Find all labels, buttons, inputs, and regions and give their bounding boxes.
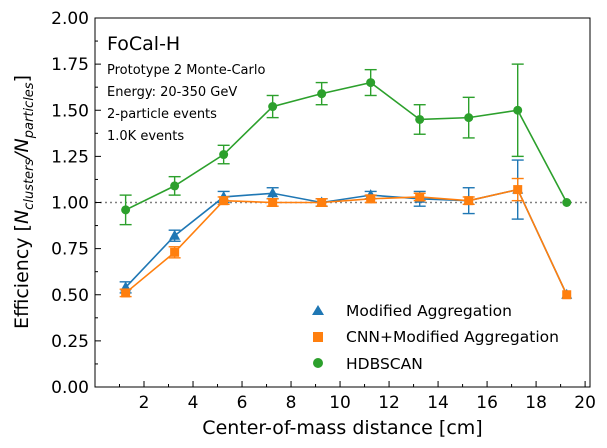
data-point: [464, 196, 474, 206]
x-tick-label: 12: [378, 393, 400, 413]
series-square: [119, 177, 572, 300]
x-tick-label: 8: [286, 393, 297, 413]
x-tick-label: 20: [574, 393, 596, 413]
data-point: [317, 89, 327, 99]
data-point: [121, 205, 131, 215]
y-axis-label-den-sub: particles: [22, 82, 37, 139]
plot-area: [95, 18, 590, 387]
annotation-line: 2-particle events: [107, 107, 217, 122]
x-ticks: 2 4 6 8 10 12 14 16 18 20: [119, 381, 596, 413]
data-point: [513, 105, 523, 115]
annotation-line: 1.0K events: [107, 129, 184, 144]
data-point: [219, 150, 229, 160]
annotation-line: Energy: 20-350 GeV: [107, 85, 237, 100]
data-point: [415, 114, 425, 124]
data-point: [464, 113, 474, 123]
x-axis-label: Center-of-mass distance [cm]: [202, 417, 482, 439]
data-point: [267, 187, 279, 198]
legend-label: CNN+Modified Aggregation: [346, 328, 559, 346]
annotation-line: Prototype 2 Monte-Carlo: [107, 63, 265, 78]
series-layer: [119, 63, 573, 300]
x-tick-label: 14: [427, 393, 449, 413]
y-axis-label-num: N: [11, 210, 33, 224]
data-point: [366, 194, 376, 204]
x-tick-label: 18: [525, 393, 547, 413]
y-axis-label: Efficiency [Nclusters/Nparticles]: [11, 75, 37, 329]
series-line: [125, 188, 568, 296]
x-tick-label: 4: [188, 393, 199, 413]
legend-marker-square: [313, 332, 323, 342]
data-point: [513, 185, 523, 195]
y-tick-label: 0.00: [51, 378, 89, 398]
x-tick-label: 2: [139, 393, 150, 413]
y-axis-label-num-sub: clusters: [22, 159, 37, 210]
y-tick-label: 0.50: [51, 286, 89, 306]
annotation-box: FoCal-H Prototype 2 Monte-Carlo Energy: …: [107, 33, 265, 144]
data-point: [366, 78, 376, 88]
series-line: [125, 81, 568, 211]
x-tick-label: 10: [329, 393, 351, 413]
y-tick-label: 1.50: [51, 101, 89, 121]
data-point: [268, 102, 278, 112]
x-tick-label: 6: [237, 393, 248, 413]
y-axis-label-den: N: [11, 138, 33, 152]
y-tick-label: 2.00: [51, 9, 89, 29]
legend-marker-circle: [313, 358, 323, 368]
annotation-title: FoCal-H: [107, 33, 180, 55]
legend-marker-triangle: [312, 305, 324, 315]
data-point: [562, 290, 572, 300]
y-tick-label: 1.25: [51, 147, 89, 167]
legend-label: HDBSCAN: [346, 355, 423, 373]
data-point: [170, 247, 180, 257]
legend: Modified Aggregation CNN+Modified Aggreg…: [312, 302, 559, 373]
data-point: [121, 288, 131, 298]
data-point: [268, 198, 278, 207]
data-point: [170, 181, 180, 191]
y-axis-label-prefix: Efficiency [: [11, 224, 33, 329]
y-ticks: 0.00 0.25 0.50 0.75 1.00 1.25 1.50 1.75 2.00: [51, 9, 101, 398]
y-tick-label: 0.75: [51, 240, 89, 260]
x-tick-label: 16: [476, 393, 498, 413]
y-tick-label: 0.25: [51, 332, 89, 352]
data-point: [415, 192, 425, 202]
series-circle: [119, 63, 572, 226]
legend-label: Modified Aggregation: [346, 302, 512, 320]
data-point: [562, 198, 572, 207]
data-point: [219, 196, 229, 206]
data-point: [169, 229, 181, 240]
y-axis-label-suffix: ]: [11, 75, 33, 82]
data-point: [317, 198, 327, 207]
y-tick-label: 1.75: [51, 55, 89, 75]
y-axis-label-div: /: [11, 150, 33, 161]
y-tick-label: 1.00: [51, 194, 89, 214]
